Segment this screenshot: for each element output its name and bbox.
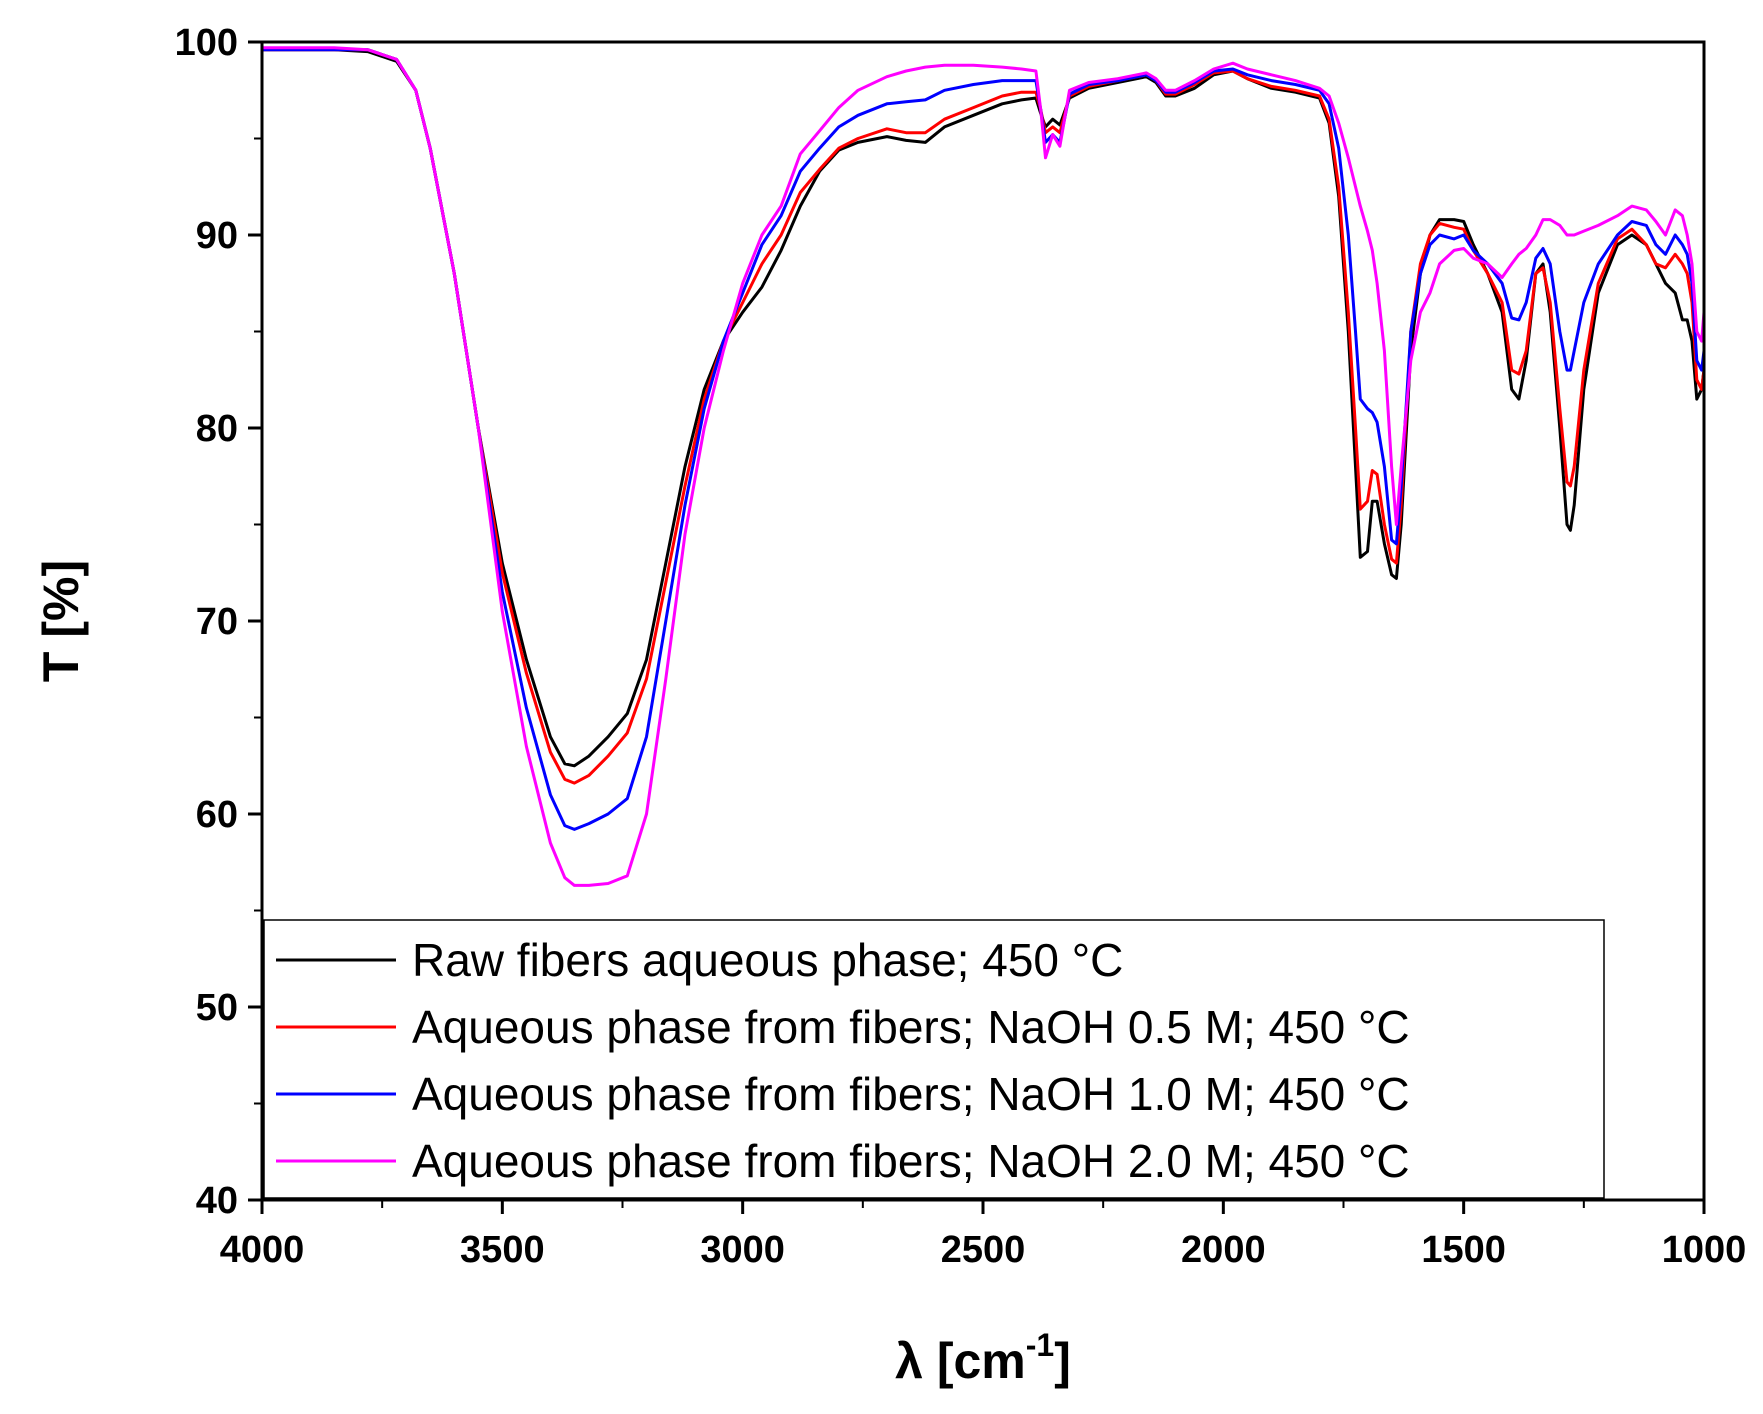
x-tick-label-4000: 4000 [220, 1229, 305, 1271]
y-tick-label-90: 90 [196, 215, 238, 257]
legend-box [263, 919, 1605, 1199]
legend-label-naoh-10: Aqueous phase from fibers; NaOH 1.0 M; 4… [412, 1068, 1410, 1120]
legend-label-naoh-05: Aqueous phase from fibers; NaOH 0.5 M; 4… [412, 1001, 1410, 1053]
series-line-naoh-05 [262, 48, 1706, 785]
y-tick-label-100: 100 [175, 22, 238, 64]
y-tick-label-80: 80 [196, 408, 238, 450]
x-tick-label-3000: 3000 [700, 1229, 785, 1271]
legend-label-raw: Raw fibers aqueous phase; 450 °C [412, 934, 1123, 986]
series-line-naoh-20 [262, 46, 1706, 887]
legend-label-naoh-20: Aqueous phase from fibers; NaOH 2.0 M; 4… [412, 1135, 1410, 1187]
x-tick-label-1500: 1500 [1421, 1229, 1506, 1271]
x-tick-label-3500: 3500 [460, 1229, 545, 1271]
tick-labels: 4000 3500 3000 2500 2000 1500 1000 40 50 60 70 80 90… [175, 22, 1747, 1271]
plot-frame [260, 40, 1706, 1202]
series-line-naoh-10 [262, 48, 1706, 831]
legend: Raw fibers aqueous phase; 450 °C Aqueous… [263, 919, 1605, 1199]
y-tick-label-40: 40 [196, 1180, 238, 1222]
series-layer [262, 46, 1706, 887]
x-axis-title-suffix: ] [1054, 1333, 1071, 1389]
x-axis-title-sup: -1 [1026, 1327, 1054, 1363]
x-axis-title-main: λ [cm [895, 1333, 1026, 1389]
x-tick-label-2000: 2000 [1181, 1229, 1266, 1271]
x-tick-label-2500: 2500 [941, 1229, 1026, 1271]
y-tick-label-50: 50 [196, 987, 238, 1029]
y-tick-label-60: 60 [196, 794, 238, 836]
x-tick-label-1000: 1000 [1662, 1229, 1747, 1271]
x-axis-title: λ [cm-1] [895, 1327, 1071, 1389]
y-tick-label-70: 70 [196, 601, 238, 643]
y-axis-title: T [%] [33, 560, 89, 682]
